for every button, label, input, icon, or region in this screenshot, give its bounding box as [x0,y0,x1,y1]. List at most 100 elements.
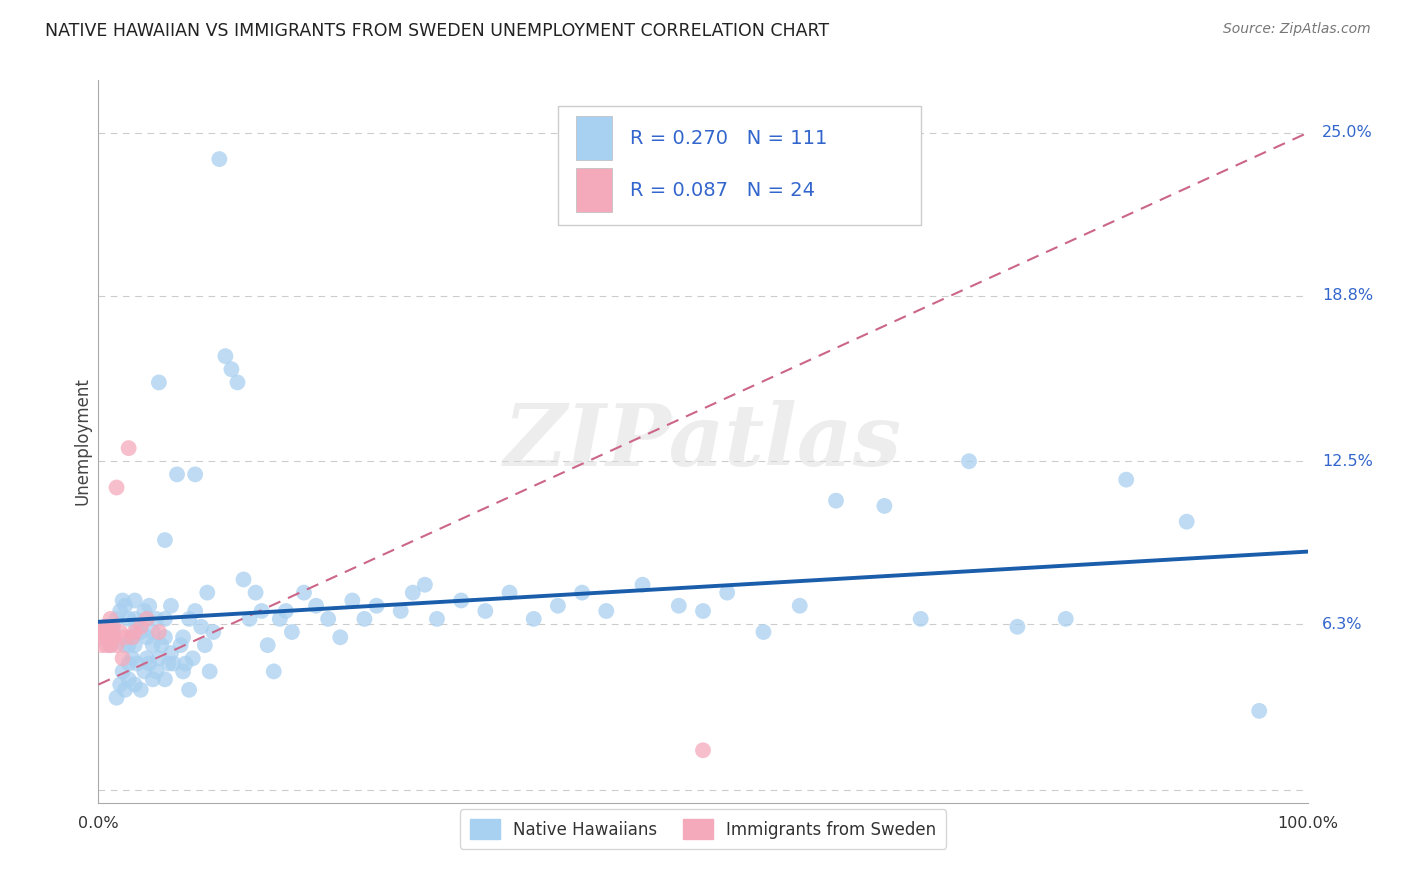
Point [142,625,165,640]
Point [169,638,191,652]
Point [190,620,212,634]
Point [281,625,304,640]
Point [226,376,249,390]
Point [135,630,157,644]
Point [129,625,152,640]
Point [124,625,146,640]
Point [153,533,176,547]
Point [873,499,896,513]
Point [101,620,124,634]
Point [91,625,114,640]
Point [127,620,149,634]
FancyBboxPatch shape [576,117,613,160]
Point [127,657,149,671]
Point [498,585,520,599]
Point [263,665,285,679]
Text: 0.0%: 0.0% [79,816,118,830]
Point [124,593,146,607]
Point [93,630,115,644]
Point [547,599,569,613]
Point [129,682,152,697]
Text: R = 0.270   N = 111: R = 0.270 N = 111 [630,128,828,147]
Point [145,612,167,626]
Point [366,599,388,613]
Point [93,630,115,644]
Point [174,657,197,671]
Point [100,612,122,626]
Point [118,638,141,652]
Point [426,612,449,626]
Point [100,638,122,652]
Point [97,620,120,634]
Point [716,585,738,599]
Point [153,673,176,687]
Point [105,690,128,705]
Point [160,599,183,613]
Point [108,604,131,618]
Point [256,638,278,652]
Point [114,682,136,697]
Point [108,677,131,691]
Point [121,630,143,644]
Point [108,625,131,640]
Point [124,612,146,626]
Point [111,593,134,607]
Point [142,673,165,687]
Point [121,651,143,665]
Point [142,638,165,652]
Point [402,585,425,599]
Point [91,638,114,652]
Point [668,599,690,613]
Point [111,665,134,679]
Point [148,376,170,390]
Point [135,651,157,665]
Point [450,593,472,607]
Point [118,673,141,687]
Point [153,630,176,644]
Text: 6.3%: 6.3% [1322,616,1362,632]
Point [134,665,156,679]
Point [172,665,194,679]
Point [114,638,136,652]
Point [292,585,315,599]
Point [148,651,170,665]
Point [316,612,339,626]
Text: 100.0%: 100.0% [1277,816,1339,830]
Point [181,651,204,665]
Point [90,625,112,640]
Point [101,630,124,644]
Point [145,665,167,679]
FancyBboxPatch shape [558,105,921,225]
Point [595,604,617,618]
Point [353,612,375,626]
Point [105,481,128,495]
Point [1115,473,1137,487]
Point [194,638,217,652]
Point [124,677,146,691]
Point [118,657,141,671]
Point [94,625,117,640]
Text: R = 0.087   N = 24: R = 0.087 N = 24 [630,180,815,200]
Point [232,573,254,587]
Point [752,625,775,640]
Point [101,625,124,640]
Point [160,646,183,660]
Point [93,620,115,634]
Point [389,604,412,618]
Point [162,657,184,671]
Point [1054,612,1077,626]
Point [150,638,173,652]
Point [789,599,811,613]
Point [114,630,136,644]
Point [105,638,128,652]
Point [571,585,593,599]
Point [114,599,136,613]
Point [245,585,267,599]
Point [184,604,207,618]
Text: Source: ZipAtlas.com: Source: ZipAtlas.com [1223,22,1371,37]
Point [239,612,262,626]
Point [135,612,157,626]
Point [342,593,364,607]
FancyBboxPatch shape [576,169,613,211]
Point [692,604,714,618]
